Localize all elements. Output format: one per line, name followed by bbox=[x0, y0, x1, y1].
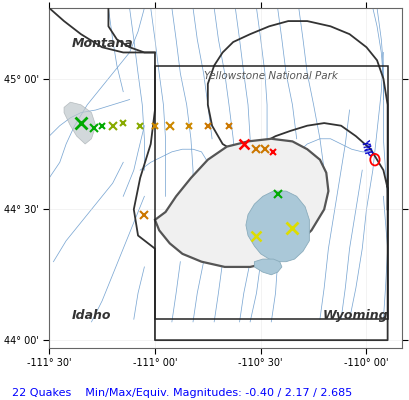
Text: Idaho: Idaho bbox=[72, 309, 111, 322]
Text: Montana: Montana bbox=[71, 37, 133, 50]
Text: Wyoming: Wyoming bbox=[322, 309, 388, 322]
Text: YNP: YNP bbox=[359, 140, 373, 159]
Polygon shape bbox=[155, 139, 328, 267]
Polygon shape bbox=[254, 259, 281, 275]
Bar bbox=[155, 66, 387, 319]
Text: 22 Quakes    Min/Max/Equiv. Magnitudes: -0.40 / 2.17 / 2.685: 22 Quakes Min/Max/Equiv. Magnitudes: -0.… bbox=[12, 388, 352, 398]
Polygon shape bbox=[245, 191, 309, 262]
Polygon shape bbox=[64, 102, 95, 144]
Text: Yellowstone National Park: Yellowstone National Park bbox=[204, 71, 337, 81]
